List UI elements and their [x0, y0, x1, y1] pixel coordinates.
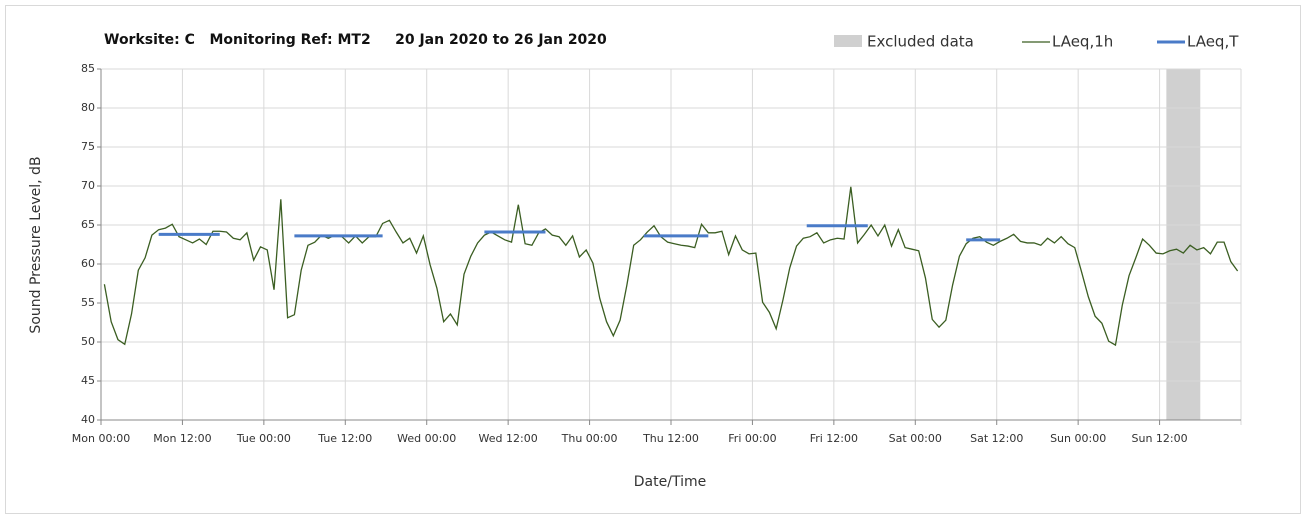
- x-tick-label: Mon 12:00: [153, 432, 211, 445]
- y-tick-label: 75: [81, 140, 95, 153]
- y-tick-label: 55: [81, 296, 95, 309]
- y-tick-label: 85: [81, 62, 95, 75]
- x-tick-label: Fri 12:00: [810, 432, 858, 445]
- y-tick-label: 50: [81, 335, 95, 348]
- x-tick-label: Tue 12:00: [317, 432, 372, 445]
- y-tick-label: 60: [81, 257, 95, 270]
- y-tick-label: 70: [81, 179, 95, 192]
- x-tick-label: Thu 12:00: [642, 432, 699, 445]
- legend-label: LAeq,1h: [1052, 33, 1113, 51]
- y-tick-label: 45: [81, 374, 95, 387]
- x-tick-label: Wed 00:00: [397, 432, 456, 445]
- y-tick-label: 65: [81, 218, 95, 231]
- y-axis-label: Sound Pressure Level, dB: [28, 156, 44, 333]
- series-line: [103, 186, 1239, 347]
- legend-label: LAeq,T: [1187, 33, 1239, 51]
- legend-label: Excluded data: [867, 33, 974, 51]
- y-tick-label: 80: [81, 101, 95, 114]
- excluded-band: [1166, 69, 1201, 420]
- y-tick-label: 40: [81, 413, 95, 426]
- x-tick-label: Sun 12:00: [1132, 432, 1188, 445]
- x-tick-label: Thu 00:00: [561, 432, 618, 445]
- x-tick-label: Fri 00:00: [728, 432, 776, 445]
- x-tick-label: Sat 00:00: [889, 432, 942, 445]
- chart-frame: [5, 5, 1301, 514]
- chart-title: Worksite: C Monitoring Ref: MT2 20 Jan 2…: [104, 32, 607, 48]
- x-tick-label: Tue 00:00: [236, 432, 291, 445]
- x-tick-label: Mon 00:00: [72, 432, 130, 445]
- x-tick-label: Sun 00:00: [1050, 432, 1106, 445]
- x-axis-label: Date/Time: [634, 474, 706, 490]
- x-tick-label: Wed 12:00: [479, 432, 538, 445]
- legend-swatch: [834, 35, 862, 47]
- x-tick-label: Sat 12:00: [970, 432, 1023, 445]
